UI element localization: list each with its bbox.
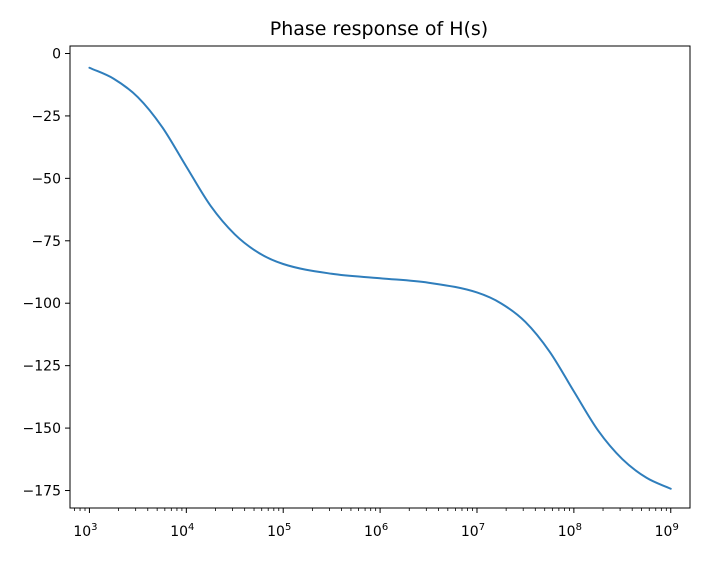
- x-tick-exponent: 3: [91, 522, 97, 533]
- x-tick-label: 107: [461, 522, 485, 540]
- x-tick-base: 10: [461, 524, 479, 540]
- x-tick-base: 10: [267, 524, 285, 540]
- x-tick-exponent: 8: [576, 522, 582, 533]
- y-tick-label: −150: [23, 421, 61, 437]
- x-tick-exponent: 4: [188, 522, 194, 533]
- chart-title: Phase response of H(s): [270, 18, 488, 40]
- y-axis: 0 −25 −50 −75 −100 −125 −150 −175: [23, 46, 70, 500]
- y-tick-label: −25: [31, 109, 61, 125]
- y-tick-label: −175: [23, 484, 61, 500]
- x-tick-label: 109: [655, 522, 679, 540]
- x-tick-base: 10: [655, 524, 673, 540]
- x-tick-exponent: 6: [382, 522, 388, 533]
- y-tick-label: −125: [23, 359, 61, 375]
- x-tick-exponent: 9: [672, 522, 678, 533]
- y-tick-label: −75: [31, 234, 61, 250]
- x-tick-base: 10: [73, 524, 91, 540]
- x-tick-label: 108: [558, 522, 582, 540]
- x-axis: 103 104 105 106 107 108 109: [73, 508, 679, 540]
- x-tick-exponent: 5: [285, 522, 291, 533]
- x-tick-label: 105: [267, 522, 291, 540]
- x-tick-base: 10: [170, 524, 188, 540]
- x-tick-base: 10: [364, 524, 382, 540]
- x-tick-base: 10: [558, 524, 576, 540]
- y-tick-label: −100: [23, 296, 61, 312]
- x-tick-label: 103: [73, 522, 97, 540]
- y-tick-label: −50: [31, 171, 61, 187]
- y-tick-label: 0: [52, 46, 61, 62]
- series-line-phase: [88, 66, 672, 490]
- x-tick-exponent: 7: [479, 522, 485, 533]
- x-tick-label: 104: [170, 522, 194, 540]
- x-tick-label: 106: [364, 522, 388, 540]
